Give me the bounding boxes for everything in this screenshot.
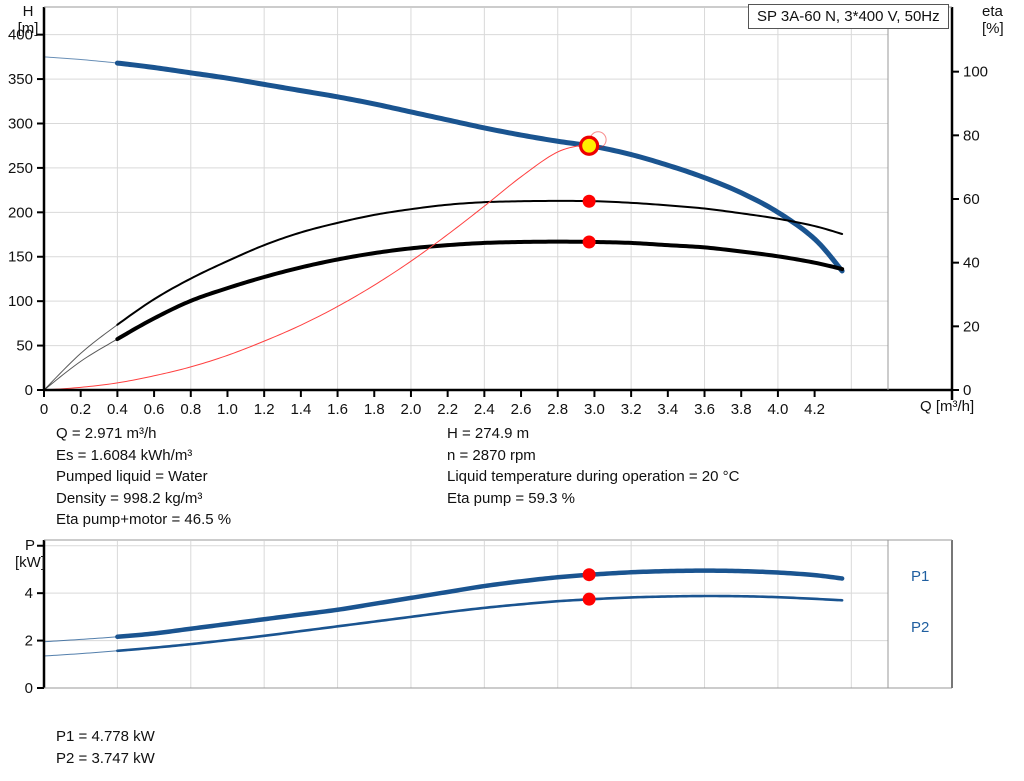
eta-tick-label: 0	[963, 382, 971, 399]
readout-left-line-4: Eta pump+motor = 46.5 %	[56, 511, 232, 528]
x-tick-label: 0.6	[144, 401, 165, 418]
p2-duty-point[interactable]	[582, 592, 596, 606]
readout-right-line-0: H = 274.9 m	[447, 425, 530, 442]
readout-left-block: Q = 2.971 m³/h Es = 1.6084 kWh/m³ Pumped l…	[56, 423, 231, 531]
x-tick-label: 1.8	[364, 401, 385, 418]
y-tick-label: 200	[8, 204, 33, 221]
curve-0-thin	[43, 56, 118, 64]
top-gridlines	[43, 8, 888, 391]
readout-right-block: H = 274.9 m n = 2870 rpm Liquid temperatur…	[447, 423, 739, 509]
curve-1-thick	[116, 199, 844, 326]
x-tick-label: 2.2	[437, 401, 458, 418]
y-tick-label: 350	[8, 71, 33, 88]
power-chart: 0 2 4	[25, 539, 953, 697]
eta-pump-duty-point[interactable]	[582, 194, 596, 208]
power-curve-0-thick	[115, 568, 845, 640]
x-tick-label: 4.0	[767, 401, 788, 418]
curve-2-thin	[43, 338, 118, 391]
y-tick-label: 50	[16, 338, 33, 355]
power-y-tick-label: 4	[25, 585, 33, 602]
readout-left-line-1: Es = 1.6084 kWh/m³	[56, 446, 193, 464]
p1-duty-point[interactable]	[582, 568, 596, 582]
y-tick-label: 250	[8, 160, 33, 177]
y-tick-label: 400	[8, 27, 33, 44]
x-tick-label: 1.6	[327, 401, 348, 418]
head-duty-point[interactable]	[579, 135, 600, 156]
bottom-plot-area: 0 2 4	[25, 539, 953, 697]
x-tick-label: 1.2	[254, 401, 275, 418]
x-tick-label: 2.4	[474, 401, 495, 418]
power-curve-0-thin	[43, 636, 118, 643]
eta-tick-label: 100	[963, 64, 988, 81]
x-tick-label: 0.8	[180, 401, 201, 418]
x-tick-label: 2.0	[401, 401, 422, 418]
power-axis-caption: P [kW]	[15, 537, 45, 571]
x-tick-label: 0.4	[107, 401, 128, 418]
pump-model-title: SP 3A-60 N, 3*400 V, 50Hz	[748, 4, 949, 29]
p2-curve-label: P2	[911, 619, 930, 636]
readout-power-block: P1 = 4.778 kW P2 = 3.747 kW	[56, 726, 155, 769]
x-tick-label: 1.4	[290, 401, 311, 418]
readout-left-line-2: Pumped liquid = Water	[56, 468, 208, 485]
y-tick-label: 150	[8, 249, 33, 266]
readout-right-line-3: Eta pump = 59.3 %	[447, 489, 575, 507]
bottom-gridlines	[43, 541, 888, 689]
x-tick-label: 4.2	[804, 401, 825, 418]
curve-3	[43, 143, 590, 391]
readout-power-line-1: P2 = 3.747 kW	[56, 749, 155, 767]
power-y-tick-label: 2	[25, 633, 33, 650]
x-tick-label: 0	[40, 401, 48, 418]
x-tick-label: 3.6	[694, 401, 715, 418]
x-tick-label: 2.6	[511, 401, 532, 418]
eta-tick-label: 20	[963, 318, 980, 335]
y-tick-label: 100	[8, 293, 33, 310]
head-axis-caption: H [m]	[17, 3, 39, 37]
x-tick-label: 3.4	[657, 401, 678, 418]
x-tick-label: 1.0	[217, 401, 238, 418]
y-tick-label: 0	[25, 382, 33, 399]
top-plot-area: 0 50 100 150 200 250 300 350 400 0 20 40 60 80 100 0 0.2…	[8, 6, 988, 418]
curve-0-thick	[114, 60, 845, 274]
p1-curve-label: P1	[911, 568, 930, 585]
eta-tick-label: 40	[963, 255, 980, 272]
eta-tick-label: 60	[963, 191, 980, 208]
head-efficiency-chart: 0 50 100 150 200 250 300 350 400 0 20 40 60 80 100 0 0.2…	[8, 6, 988, 418]
readout-left-line-0: Q = 2.971 m³/h	[56, 425, 157, 442]
x-tick-label: 2.8	[547, 401, 568, 418]
readout-right-line-2: Liquid temperature during operation = 20…	[447, 468, 740, 485]
readout-left-line-3: Density = 998.2 kg/m³	[56, 489, 203, 507]
eta-tick-label: 80	[963, 127, 980, 144]
readout-right-line-1: n = 2870 rpm	[447, 446, 536, 464]
curve-1-thin	[43, 324, 118, 391]
x-tick-label: 3.8	[731, 401, 752, 418]
power-curve-1-thin	[43, 650, 118, 657]
flow-axis-caption: Q [m³/h]	[920, 398, 975, 415]
y-tick-label: 300	[8, 115, 33, 132]
power-y-tick-label: 0	[25, 680, 33, 697]
power-curve-1-thick	[116, 594, 844, 653]
x-tick-label: 3.0	[584, 401, 605, 418]
readout-power-line-0: P1 = 4.778 kW	[56, 728, 155, 745]
eta-pump-motor-duty-point[interactable]	[582, 235, 596, 249]
x-tick-label: 3.2	[621, 401, 642, 418]
x-tick-label: 0.2	[70, 401, 91, 418]
eta-axis-caption: eta [%]	[982, 3, 1004, 37]
curve-2-thick	[115, 239, 845, 342]
